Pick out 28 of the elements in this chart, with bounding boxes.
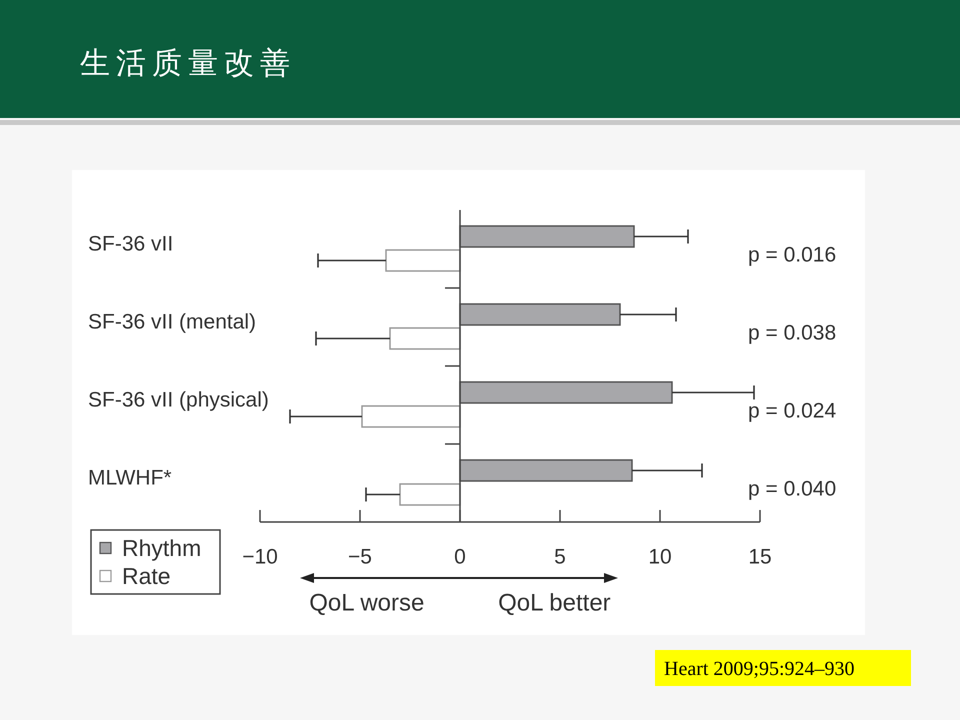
x-tick-label: −5 <box>348 546 372 568</box>
legend-label: Rate <box>122 563 171 589</box>
bar <box>399 483 461 506</box>
x-tick-label: 15 <box>748 546 772 568</box>
bar <box>361 405 461 428</box>
x-tick-label: 5 <box>554 546 566 568</box>
bar <box>459 225 635 248</box>
text: QoL worse <box>309 590 424 616</box>
y-tick-label: SF-36 vII (physical) <box>88 388 269 412</box>
bar <box>459 381 673 404</box>
annotation: p = 0.024 <box>748 400 836 422</box>
chart-title: 生活质量改善 <box>80 47 296 80</box>
bar <box>385 249 461 272</box>
bar <box>459 459 633 482</box>
annotation: p = 0.016 <box>748 244 836 266</box>
bar <box>389 327 461 350</box>
text: QoL better <box>498 590 611 616</box>
y-tick-label: SF-36 vII (mental) <box>88 310 256 334</box>
source: Heart 2009;95:924–930 <box>655 650 911 686</box>
annotation: p = 0.040 <box>748 478 836 500</box>
x-tick-label: −10 <box>242 546 278 568</box>
y-tick-label: MLWHF* <box>88 466 172 490</box>
x-tick-label: 10 <box>648 546 672 568</box>
annotation: p = 0.038 <box>748 322 836 344</box>
bar <box>459 303 621 326</box>
x-tick-label: 0 <box>454 546 466 568</box>
legend-label: Rhythm <box>122 535 202 561</box>
y-tick-label: SF-36 vII <box>88 232 174 256</box>
